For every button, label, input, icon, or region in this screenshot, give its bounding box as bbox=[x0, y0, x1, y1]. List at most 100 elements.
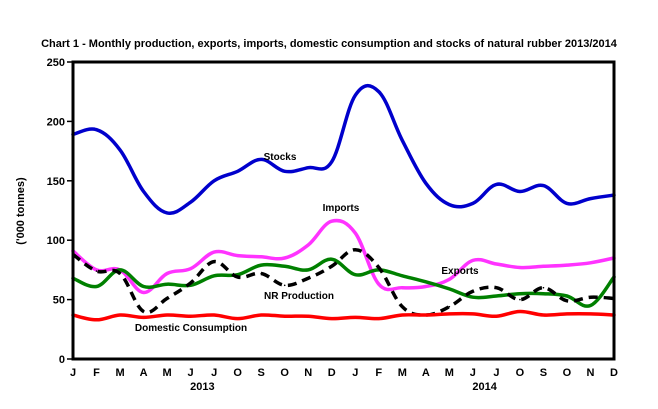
x-tick-label: D bbox=[610, 367, 618, 379]
data-point-nr-production bbox=[401, 305, 404, 308]
data-point-stocks bbox=[519, 190, 521, 193]
y-tick-label: 250 bbox=[47, 57, 65, 69]
annotation-imports: Imports bbox=[323, 203, 360, 214]
data-point-nr-production bbox=[495, 286, 498, 289]
data-point-nr-production bbox=[189, 282, 192, 284]
data-point-stocks bbox=[401, 139, 404, 142]
data-point-stocks bbox=[330, 160, 333, 163]
data-point-domestic-consumption bbox=[307, 315, 310, 318]
data-point-nr-production bbox=[589, 296, 592, 299]
data-point-imports bbox=[425, 285, 427, 288]
data-point-nr-production bbox=[236, 276, 239, 278]
data-point-nr-production bbox=[95, 270, 98, 272]
annotation-domestic-consumption: Domestic Consumption bbox=[135, 323, 247, 334]
y-axis-label: ('000 tonnes) bbox=[15, 177, 27, 245]
data-point-domestic-consumption bbox=[542, 314, 545, 316]
data-point-imports bbox=[142, 291, 145, 294]
x-tick-label: M bbox=[445, 367, 454, 379]
series-line-nr-production bbox=[71, 247, 615, 317]
data-point-nr-production bbox=[377, 266, 380, 269]
x-tick-label: O bbox=[563, 367, 572, 379]
series-line-exports bbox=[71, 257, 616, 308]
data-point-exports bbox=[519, 292, 521, 295]
data-point-nr-production bbox=[119, 272, 121, 275]
data-point-nr-production bbox=[354, 248, 357, 251]
data-point-exports bbox=[213, 275, 215, 277]
data-point-domestic-consumption bbox=[213, 314, 215, 316]
data-point-imports bbox=[189, 267, 192, 270]
data-point-exports bbox=[448, 288, 451, 290]
data-point-stocks bbox=[566, 202, 568, 205]
x-tick-label: N bbox=[304, 367, 312, 379]
annotation-stocks: Stocks bbox=[264, 152, 297, 163]
data-point-domestic-consumption bbox=[425, 314, 427, 316]
data-point-nr-production bbox=[260, 272, 262, 275]
data-point-exports bbox=[566, 295, 568, 297]
data-point-imports bbox=[377, 283, 380, 285]
data-point-imports bbox=[330, 220, 333, 222]
x-tick-label: J bbox=[493, 367, 499, 379]
data-point-exports bbox=[166, 283, 168, 285]
data-point-domestic-consumption bbox=[166, 314, 168, 316]
x-tick-label: O bbox=[516, 367, 525, 379]
y-ticks: 0 50 100 150 200 250 bbox=[47, 57, 73, 366]
data-point-stocks bbox=[283, 170, 286, 173]
x-tick-label: J bbox=[188, 367, 194, 379]
data-point-stocks bbox=[142, 190, 145, 193]
x-tick-label: M bbox=[398, 367, 407, 379]
annotation-exports: Exports bbox=[441, 266, 479, 277]
data-point-imports bbox=[354, 232, 357, 234]
year-label: 2013 bbox=[190, 381, 214, 393]
data-point-domestic-consumption bbox=[589, 313, 592, 315]
data-point-domestic-consumption bbox=[566, 313, 568, 315]
data-point-stocks bbox=[495, 183, 498, 186]
data-point-imports bbox=[495, 263, 498, 265]
data-point-stocks bbox=[425, 182, 427, 184]
data-point-nr-production bbox=[542, 286, 545, 289]
data-point-domestic-consumption bbox=[283, 315, 286, 318]
data-point-nr-production bbox=[283, 284, 286, 287]
data-point-stocks bbox=[260, 158, 262, 161]
data-point-nr-production bbox=[213, 260, 215, 263]
y-axis-label-group: ('000 tonnes) bbox=[15, 177, 27, 245]
data-point-stocks bbox=[95, 128, 98, 131]
data-point-exports bbox=[119, 269, 121, 271]
data-point-domestic-consumption bbox=[95, 318, 98, 321]
data-point-imports bbox=[401, 286, 404, 289]
data-point-domestic-consumption bbox=[401, 314, 404, 316]
series-lines bbox=[71, 83, 616, 322]
series-line-stocks bbox=[71, 83, 616, 215]
annotations: Stocks Imports Exports NR Production Domesti… bbox=[135, 152, 479, 334]
data-point-nr-production bbox=[330, 265, 333, 268]
data-point-exports bbox=[95, 285, 98, 288]
data-point-nr-production bbox=[166, 297, 168, 300]
data-point-domestic-consumption bbox=[495, 315, 498, 318]
data-point-imports bbox=[283, 257, 286, 259]
data-point-exports bbox=[354, 273, 357, 276]
data-point-exports bbox=[542, 292, 545, 295]
y-tick-label: 100 bbox=[47, 235, 65, 247]
data-point-domestic-consumption bbox=[260, 314, 262, 316]
data-point-exports bbox=[495, 295, 498, 297]
series-line-imports bbox=[71, 218, 616, 295]
x-tick-label: N bbox=[587, 367, 595, 379]
data-point-stocks bbox=[542, 184, 545, 187]
x-tick-label: M bbox=[115, 367, 124, 379]
data-point-imports bbox=[95, 269, 98, 271]
data-point-stocks bbox=[354, 94, 357, 97]
data-point-imports bbox=[566, 264, 568, 266]
data-point-exports bbox=[330, 258, 333, 261]
data-point-stocks bbox=[236, 170, 239, 173]
data-point-stocks bbox=[213, 180, 215, 182]
data-point-imports bbox=[260, 256, 262, 258]
data-point-nr-production bbox=[142, 310, 145, 313]
data-point-stocks bbox=[166, 212, 168, 214]
x-tick-label: F bbox=[375, 367, 382, 379]
data-point-domestic-consumption bbox=[472, 313, 474, 315]
data-point-stocks bbox=[307, 166, 310, 169]
data-point-imports bbox=[542, 265, 545, 268]
data-point-imports bbox=[472, 259, 474, 262]
data-point-imports bbox=[236, 254, 239, 257]
